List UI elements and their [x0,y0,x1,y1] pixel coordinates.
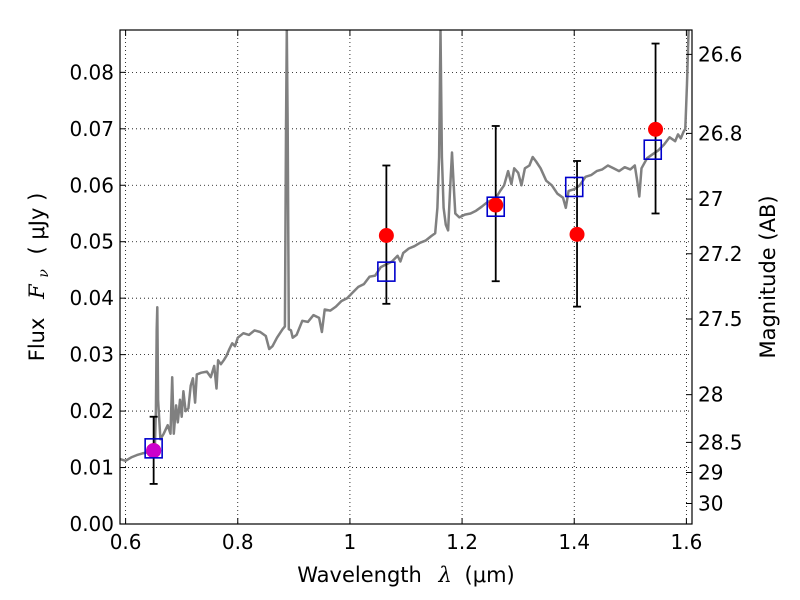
y-tick-label: 0.08 [69,60,114,84]
y-tick-label: 0.02 [69,399,114,423]
x-axis-label: Wavelength λ (μm) [297,563,514,587]
y-axis-label-unit: ( μJy ) [25,193,49,255]
observed-point [569,226,585,242]
highlight-point [146,443,162,459]
x-tick-label: 0.6 [110,530,142,554]
x-tick-label: 1.2 [446,530,478,554]
axis-ticks [120,30,692,525]
x-axis-label-prefix: Wavelength [297,563,422,587]
y-tick-label: 0.04 [69,286,114,310]
magnitude-tick-label: 30 [698,492,723,516]
x-axis-label-unit: (μm) [465,563,515,587]
x-tick-labels: 0.6 0.8 1 1.2 1.4 1.6 [110,530,703,554]
y-axis-label-subscript: ν [36,269,52,278]
y-tick-labels: 0.00 0.01 0.02 0.03 0.04 0.05 0.06 0.07 0.08 [69,60,114,536]
x-tick-label: 0.8 [222,530,254,554]
highlight-points [146,443,162,459]
model-point [144,438,163,459]
y-axis-label-prefix: Flux [25,318,49,362]
y-tick-label: 0.03 [69,343,114,367]
grid [120,30,692,525]
magnitude-tick-label: 27 [698,187,723,211]
magnitude-tick-label: 26.8 [698,121,743,145]
magnitude-tick-label: 28.5 [698,430,743,454]
magnitude-tick-label: 27.2 [698,242,743,266]
x-tick-label: 1.6 [670,530,702,554]
magnitude-tick-labels: 26.6 26.8 27 27.2 27.5 28 28.5 29 30 [698,42,743,515]
x-axis-label-symbol: λ [438,563,452,587]
observed-point [378,228,394,244]
model-point [486,196,506,218]
magnitude-tick-label: 29 [698,461,723,485]
x-tick-label: 1 [344,530,357,554]
x-tick-label: 1.4 [558,530,590,554]
y-axis-label-symbol: F [25,283,49,300]
y-axis-label: Flux F ν ( μJy ) [25,193,53,362]
spectrum-line [120,30,690,463]
magnitude-tick-label: 28 [698,383,723,407]
y-tick-label: 0.01 [69,456,114,480]
observed-point [648,121,664,137]
model-point [564,176,584,198]
y-tick-label: 0.05 [69,230,114,254]
y-tick-label: 0.07 [69,117,114,141]
observed-point [488,197,504,213]
magnitude-axis-label: Magnitude (AB) [756,195,780,358]
errorbar-layer [149,42,660,485]
model-point [377,261,396,282]
magnitude-tick-label: 27.5 [698,307,743,331]
observed-points [146,121,664,459]
magnitude-tick-label: 26.6 [698,42,743,66]
model-points [144,139,663,459]
plot-frame [119,29,693,525]
y-tick-label: 0.00 [69,512,114,536]
spectrum-layer [120,30,690,463]
model-point [643,139,663,160]
y-tick-label: 0.06 [69,173,114,197]
